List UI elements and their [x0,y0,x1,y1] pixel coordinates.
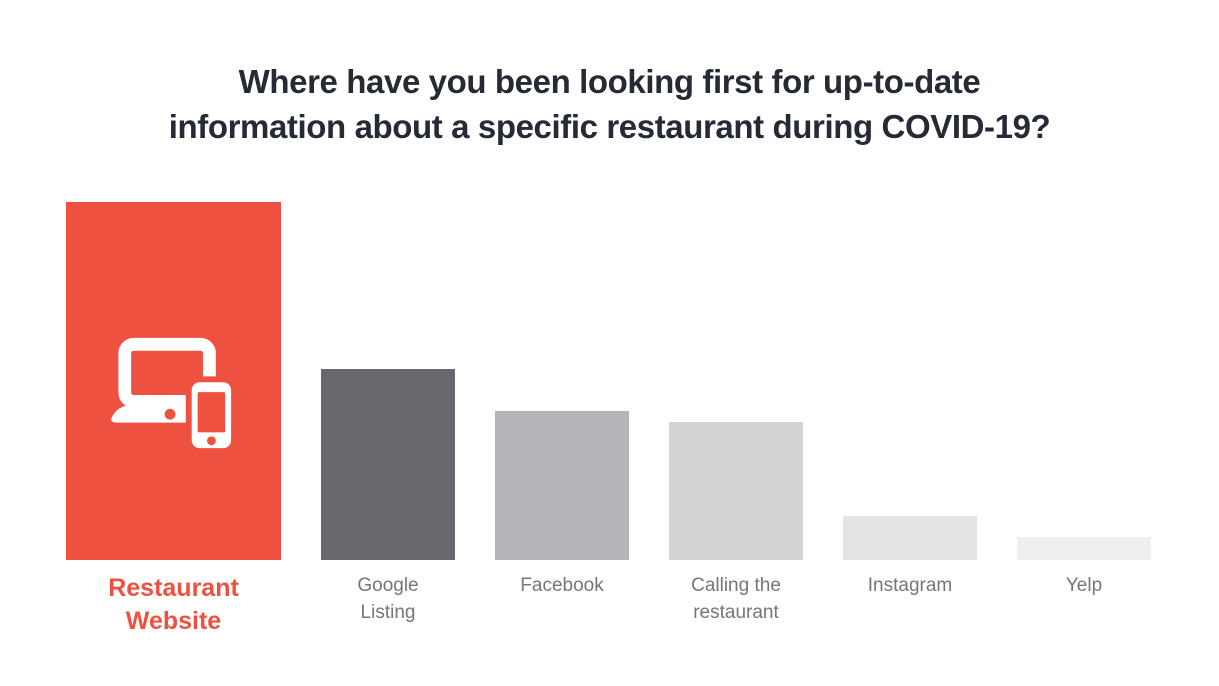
bar-label-google-listing: Google Listing [357,575,419,623]
bar-label-restaurant-website: Restaurant Website [108,574,239,635]
bar-label-calling-the-restaurant: Calling the restaurant [691,575,781,623]
bar-yelp [1017,537,1151,560]
chart-title-line-1: Where have you been looking first for up… [238,63,981,100]
bar-google-listing [321,369,455,560]
bar-column-restaurant-website: Restaurant Website [66,202,281,635]
chart-title-line-2: information about a specific restaurant … [168,108,1051,145]
bar-label-facebook: Facebook [520,575,604,596]
bar-facebook [495,411,629,560]
bar-instagram [843,516,977,560]
laptop-and-smartphone-icon [110,337,237,455]
chart-title: Where have you been looking first for up… [0,59,1219,149]
bar-label-yelp: Yelp [1065,575,1103,596]
bar-column-google-listing: Google Listing [321,202,455,623]
bar-column-facebook: Facebook [495,202,629,596]
bar-column-yelp: Yelp [1017,202,1151,596]
bar-calling-the-restaurant [669,422,803,560]
bar-column-calling-the-restaurant: Calling the restaurant [669,202,803,623]
bar-chart: Restaurant Website Google Listing Facebook Ca… [66,202,1151,635]
bar-column-instagram: Instagram [843,202,977,596]
bar-label-instagram: Instagram [867,575,953,596]
bar-restaurant-website [66,202,281,560]
